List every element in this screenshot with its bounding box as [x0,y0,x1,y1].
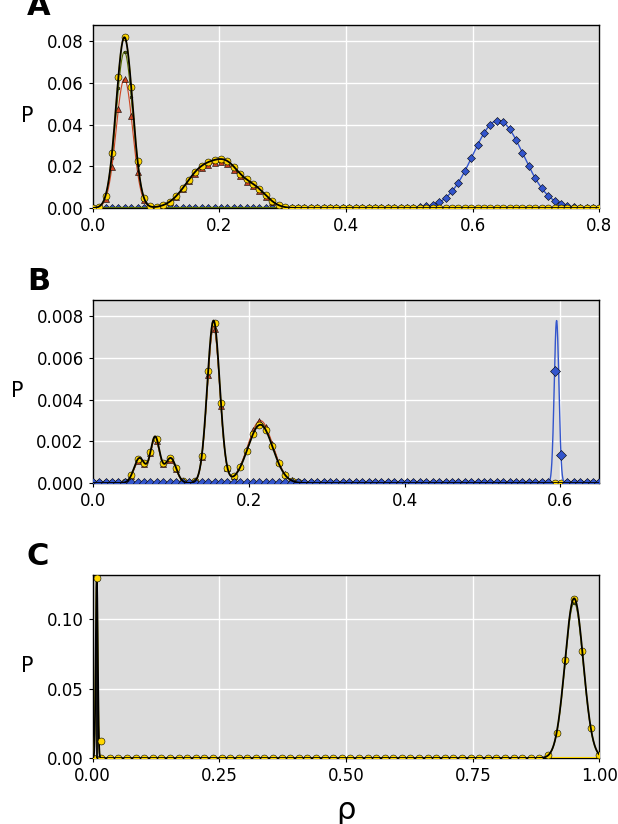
Text: B: B [27,267,50,296]
X-axis label: ρ: ρ [336,796,356,824]
Text: C: C [27,542,49,571]
Y-axis label: P: P [21,657,33,677]
Text: A: A [27,0,51,21]
Y-axis label: P: P [21,106,33,126]
Y-axis label: P: P [11,382,23,401]
